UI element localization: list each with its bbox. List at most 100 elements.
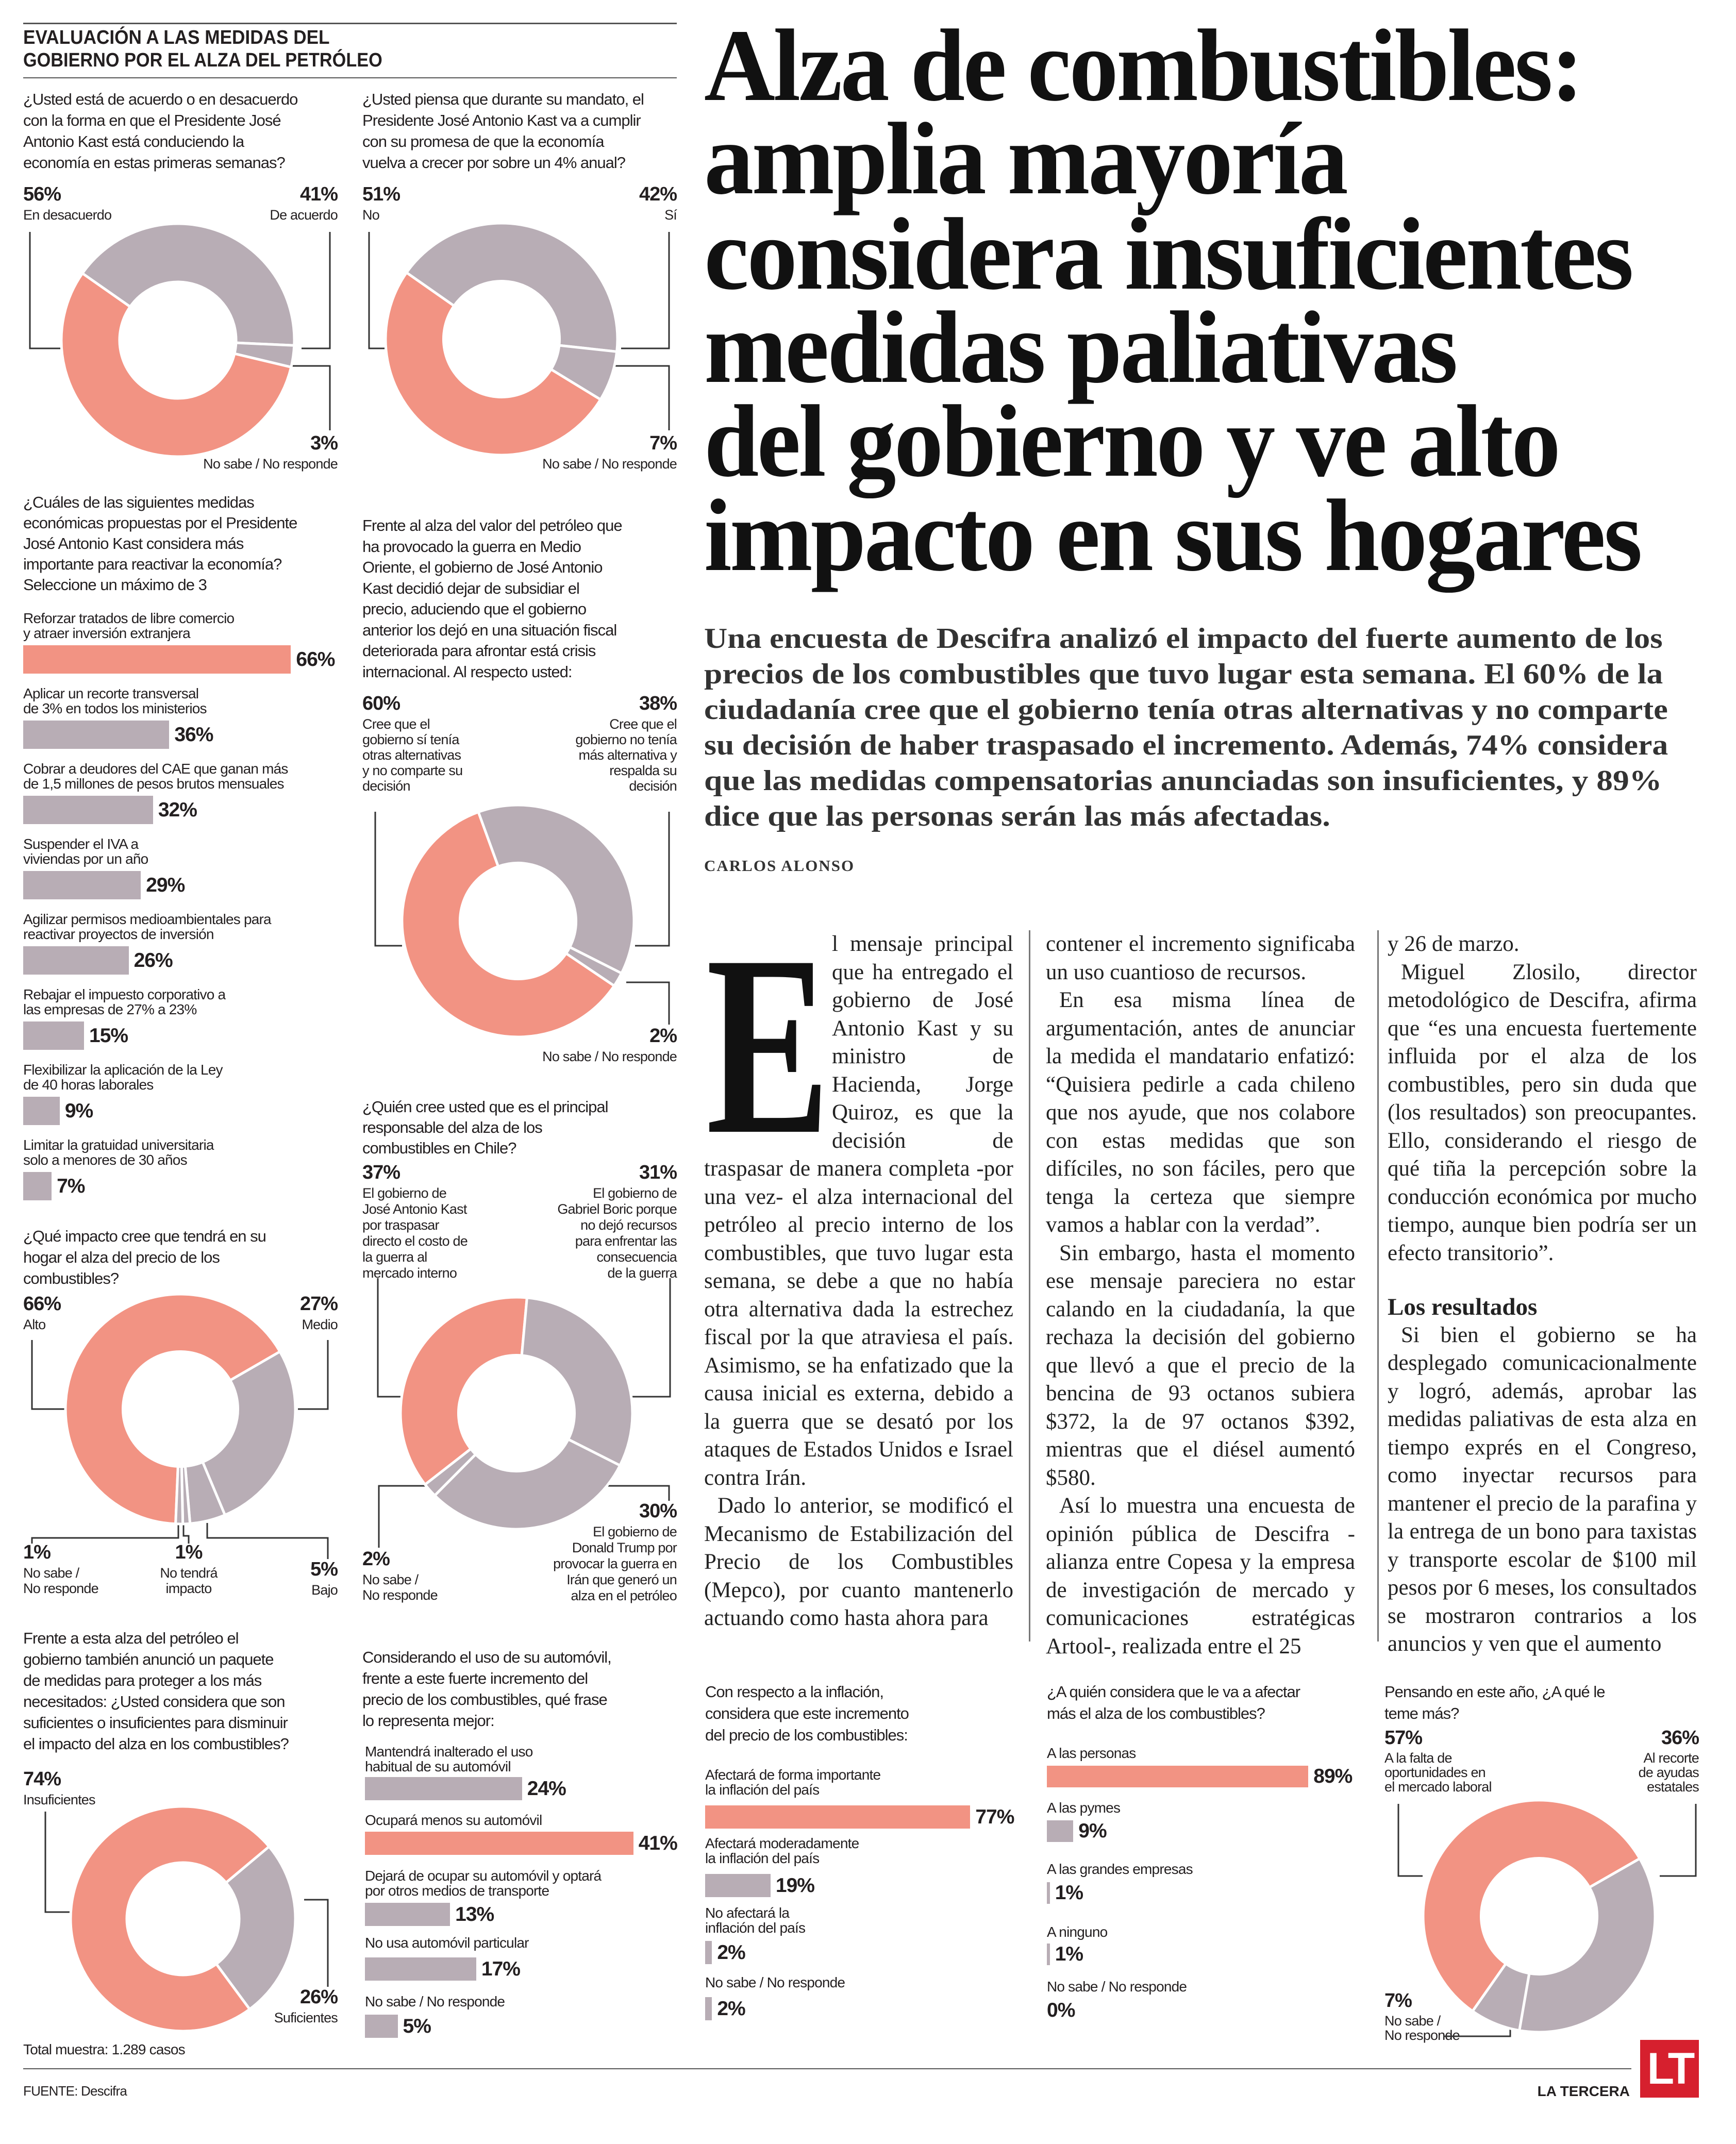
slice-value: 66% (23, 1293, 61, 1315)
section-header-line: EVALUACIÓN A LAS MEDIDAS DEL (23, 27, 330, 48)
bar (23, 871, 141, 899)
chart-question: ¿Cuáles de las siguientes medidas económ… (23, 493, 297, 594)
bar (23, 796, 153, 824)
slice-value: 38% (639, 693, 677, 714)
paragraph: Así lo muestra una encuesta de opinión p… (1046, 1494, 1355, 1659)
paragraph: Sin embargo, hasta el momento ese mensaj… (1046, 1241, 1355, 1490)
leader-line (631, 1278, 671, 1398)
donut-slice (69, 1805, 271, 2033)
subhead: Los resultados (1388, 1294, 1538, 1320)
bar-label: Rebajar el impuesto corporativo a las em… (23, 986, 226, 1017)
bar (1047, 1882, 1050, 1904)
donut-slice (1517, 1856, 1657, 2034)
leader-line (374, 812, 402, 947)
bar (23, 946, 129, 975)
slice-label: De acuerdo (270, 207, 338, 223)
slice-label: Medio (302, 1317, 338, 1332)
slice-value: 5% (310, 1559, 338, 1580)
slice-value: 7% (649, 432, 677, 454)
bar-value: 9% (1078, 1820, 1107, 1842)
bar-label: Flexibilizar la aplicación de la Ley de … (23, 1062, 223, 1093)
leader-line (368, 232, 385, 349)
slice-value: 1% (175, 1542, 203, 1563)
dek-line: que las medidas compensatorias anunciada… (704, 765, 1662, 797)
slice-label: Insuficientes (23, 1792, 95, 1807)
bar (365, 1957, 476, 1981)
body-column-3: y 26 de marzo. Miguel Zlosilo, director … (1388, 930, 1697, 1659)
slice-label: El gobierno de José Antonio Kast por tra… (362, 1185, 468, 1281)
bar-value: 41% (638, 1832, 678, 1854)
slice-label: El gobierno de Gabriel Boric porque no d… (557, 1185, 677, 1281)
slice-value: 56% (23, 183, 61, 205)
bar-label: Afectará de forma importante la inflació… (705, 1767, 881, 1798)
body-column-1: E l mensaje principal que ha entregado e… (704, 916, 1013, 1633)
chart-question: Frente al alza del valor del petróleo qu… (362, 516, 623, 681)
slice-value: 36% (1661, 1727, 1699, 1749)
donut-slice (399, 1296, 529, 1487)
slice-label: Cree que el gobierno no tenía más altern… (575, 716, 677, 794)
bar (23, 1021, 85, 1050)
leader-lines (29, 232, 1697, 2037)
bar (1047, 1820, 1074, 1842)
paragraph: En esa misma línea de argumentación, ant… (1046, 988, 1355, 1237)
donut-slice (384, 271, 603, 457)
bar-value: 13% (455, 1903, 494, 1925)
chart-question: Pensando en este año, ¿A qué le teme más… (1384, 1683, 1605, 1722)
bar (705, 1997, 712, 2020)
slice-label: A la falta de oportunidades en el mercad… (1384, 1750, 1492, 1795)
leader-line (1660, 1804, 1697, 1877)
bar (365, 1832, 633, 1855)
bar-value: 5% (403, 2015, 431, 2037)
bar-label: Cobrar a deudores del CAE que ganan más … (23, 761, 288, 792)
donut-slice (432, 1437, 622, 1531)
bar-label: Suspender el IVA a viviendas por un año (23, 836, 148, 867)
chart-question: Con respecto a la inflación, considera q… (705, 1683, 909, 1744)
divider (23, 77, 677, 78)
bar (705, 1874, 771, 1897)
la-tercera-logo: LT (1640, 2040, 1699, 2098)
bar-label: Dejará de ocupar su automóvil y optará p… (365, 1868, 602, 1899)
chart-question: Frente a esta alza del petróleo el gobie… (23, 1629, 289, 1753)
bar (1047, 1766, 1309, 1787)
bar (1047, 1944, 1050, 1965)
bar-label: A ninguno (1047, 1924, 1108, 1940)
slice-value: 7% (1384, 1990, 1412, 2012)
slice-value: 42% (639, 183, 677, 205)
bar-value: 36% (174, 723, 213, 746)
chart-question: ¿A quién considera que le va a afectar m… (1047, 1683, 1300, 1722)
bar-label: Ocupará menos su automóvil (365, 1812, 542, 1828)
chart-question: ¿Usted piensa que durante su mandato, el… (362, 90, 644, 172)
headline-line: impacto en sus hogares (704, 479, 1643, 593)
bar-value: 77% (975, 1805, 1014, 1828)
donut-slice (64, 1293, 282, 1526)
source: FUENTE: Descifra (23, 2083, 127, 2099)
bar-value: 24% (527, 1777, 566, 1800)
paragraph: Miguel Zlosilo, director metodológico de… (1388, 960, 1697, 1265)
bar-value: 32% (158, 798, 197, 821)
slice-value: 2% (362, 1548, 390, 1570)
leader-line (302, 232, 331, 349)
bar-label: A las pymes (1047, 1800, 1121, 1816)
slice-label: En desacuerdo (23, 207, 112, 223)
slice-label: Bajo (311, 1582, 338, 1598)
headline-line: considera insuficientes (704, 197, 1634, 311)
slice-value: 1% (23, 1542, 51, 1563)
slice-label: No tendrá impacto (160, 1565, 218, 1596)
slice-label: No sabe / No responde (1384, 2013, 1460, 2043)
slice-label: No (362, 207, 380, 223)
donut-slice (405, 222, 619, 354)
headline-line: amplia mayoría (704, 102, 1348, 216)
donut-slice (1422, 1799, 1642, 2013)
bar (365, 2015, 398, 2038)
bar (365, 1777, 522, 1800)
slice-label: Al recorte de ayudas estatales (1638, 1750, 1699, 1795)
paragraph: contener el incremento significaba un us… (1046, 932, 1355, 984)
chart-question: Considerando el uso de su automóvil, fre… (362, 1648, 612, 1730)
sample-size: Total muestra: 1.289 casos (23, 2041, 186, 2057)
column-divider (1377, 930, 1379, 1641)
leader-line (635, 812, 670, 947)
leader-line (626, 981, 670, 1025)
bar-label: Reforzar tratados de libre comercio y at… (23, 610, 235, 641)
